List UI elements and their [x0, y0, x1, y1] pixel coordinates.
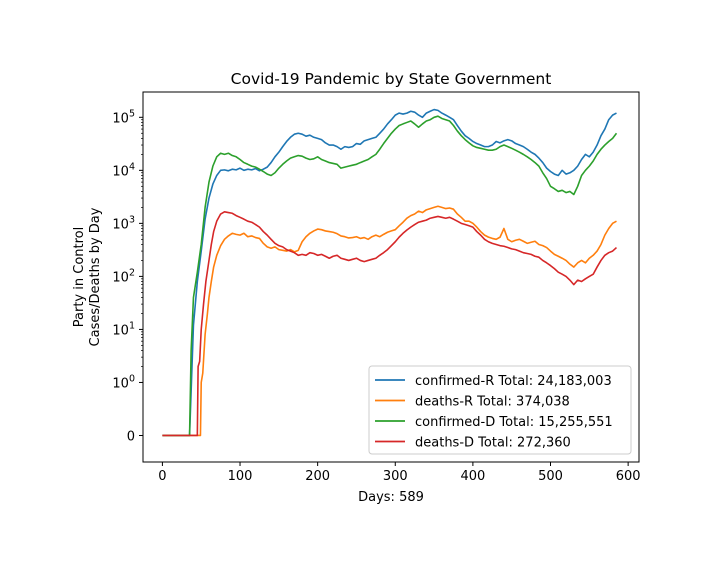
x-tick-label: 600 — [616, 469, 641, 484]
legend-label: confirmed-D Total: 15,255,551 — [415, 415, 613, 430]
legend: confirmed-R Total: 24,183,003 deaths-R To… — [368, 365, 632, 455]
x-tick-label: 200 — [305, 469, 330, 484]
series-line-4 — [162, 211, 618, 437]
plot-frame — [142, 91, 640, 463]
series-line-1 — [162, 108, 617, 437]
x-axis: 0 100 200 300 400 500 600 — [158, 462, 641, 484]
x-tick-label: 400 — [460, 469, 485, 484]
x-tick-label: 300 — [383, 469, 408, 484]
legend-label: deaths-D Total: 272,360 — [415, 436, 571, 451]
series-line-2 — [162, 205, 617, 437]
y-tick-label: 105 — [112, 108, 135, 126]
legend-label: confirmed-R Total: 24,183,003 — [415, 374, 612, 389]
x-tick-label: 100 — [228, 469, 253, 484]
y-tick-label: 104 — [112, 161, 135, 179]
y-tick-label: 101 — [112, 320, 135, 338]
legend-label: deaths-R Total: 374,038 — [415, 395, 570, 410]
y-axis: 0 100 101 102 103 104 105 — [112, 108, 143, 444]
y-tick-label: 100 — [112, 373, 135, 391]
x-tick-label: 0 — [158, 469, 166, 484]
y-tick-label: 103 — [112, 214, 135, 232]
x-tick-label: 500 — [538, 469, 563, 484]
x-axis-label: Days: 589 — [358, 490, 424, 505]
y-tick-label: 0 — [127, 429, 135, 444]
y-axis-label-line1: Party in Control — [72, 227, 87, 327]
y-axis-label-line2: Cases/Deaths by Day — [88, 207, 103, 346]
series-layer — [162, 108, 618, 437]
chart-title: Covid-19 Pandemic by State Government — [231, 70, 552, 88]
y-tick-label: 102 — [112, 267, 135, 285]
legend-box — [368, 365, 632, 455]
series-line-3 — [162, 115, 618, 437]
